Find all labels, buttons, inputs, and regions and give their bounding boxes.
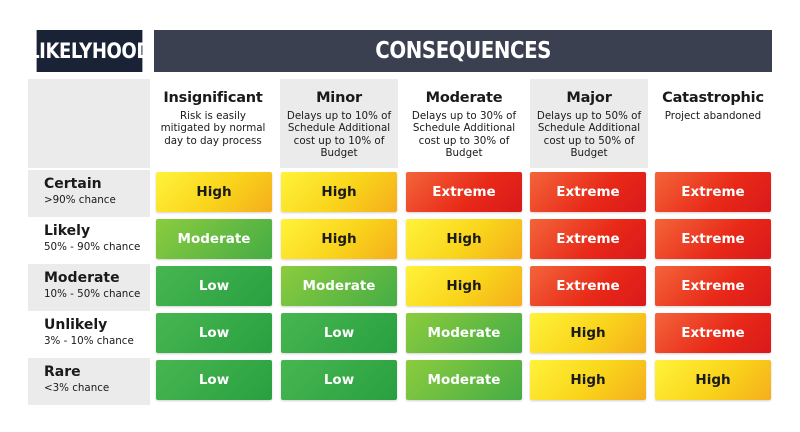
row-title: Certain [44,176,102,192]
row-chance: >90% chance [44,194,116,206]
column-title: Insignificant [163,90,263,106]
row-chance: 50% - 90% chance [44,241,141,253]
column-description: Delays up to 50% of Schedule Additional … [536,110,642,159]
column-description: Risk is easily mitigated by normal day t… [160,110,266,147]
risk-cell-rare-moderate: Moderate [406,360,522,400]
risk-cell-unlikely-insignificant: Low [156,313,272,353]
row-chance: <3% chance [44,382,110,394]
column-catastrophic: Catastrophic Project abandoned [654,79,772,168]
row-title: Likely [44,223,91,239]
risk-cell-unlikely-minor: Low [281,313,397,353]
column-title: Minor [316,90,362,106]
row-title: Unlikely [44,317,108,333]
risk-cell-certain-major: Extreme [530,172,646,212]
row-certain: Certain >90% chance [28,170,150,217]
risk-cell-moderate-catastrophic: Extreme [655,266,771,306]
column-description: Project abandoned [664,110,762,122]
likelihood-header: LIKELYHOOD [28,30,151,72]
row-likely: Likely 50% - 90% chance [28,217,150,264]
risk-cell-unlikely-catastrophic: Extreme [655,313,771,353]
column-insignificant: Insignificant Risk is easily mitigated b… [154,79,272,168]
row-chance: 3% - 10% chance [44,335,134,347]
column-minor: Minor Delays up to 10% of Schedule Addit… [280,79,398,168]
risk-cell-certain-insignificant: High [156,172,272,212]
risk-cell-moderate-moderate: High [406,266,522,306]
row-rare: Rare <3% chance [28,358,150,405]
risk-cell-rare-catastrophic: High [655,360,771,400]
risk-cell-rare-insignificant: Low [156,360,272,400]
risk-cell-moderate-minor: Moderate [281,266,397,306]
column-description: Delays up to 10% of Schedule Additional … [286,110,392,159]
consequences-header: CONSEQUENCES [154,30,772,72]
column-moderate: Moderate Delays up to 30% of Schedule Ad… [405,79,523,168]
risk-cell-unlikely-moderate: Moderate [406,313,522,353]
column-title: Major [566,90,612,106]
column-description: Delays up to 30% of Schedule Additional … [411,110,517,159]
row-title: Moderate [44,270,120,286]
row-moderate: Moderate 10% - 50% chance [28,264,150,311]
column-title: Catastrophic [662,90,764,106]
risk-cell-rare-major: High [530,360,646,400]
risk-cell-likely-catastrophic: Extreme [655,219,771,259]
row-title: Rare [44,364,81,380]
risk-cell-likely-moderate: High [406,219,522,259]
risk-cell-moderate-insignificant: Low [156,266,272,306]
matrix-corner [28,79,150,168]
risk-cell-moderate-major: Extreme [530,266,646,306]
risk-cell-likely-major: Extreme [530,219,646,259]
row-unlikely: Unlikely 3% - 10% chance [28,311,150,358]
risk-cell-certain-moderate: Extreme [406,172,522,212]
risk-cell-likely-minor: High [281,219,397,259]
risk-cell-certain-minor: High [281,172,397,212]
column-title: Moderate [425,90,503,106]
column-major: Major Delays up to 50% of Schedule Addit… [530,79,648,168]
risk-cell-likely-insignificant: Moderate [156,219,272,259]
risk-cell-certain-catastrophic: Extreme [655,172,771,212]
risk-cell-unlikely-major: High [530,313,646,353]
risk-cell-rare-minor: Low [281,360,397,400]
row-chance: 10% - 50% chance [44,288,141,300]
consequences-header-label: CONSEQUENCES [375,38,551,64]
